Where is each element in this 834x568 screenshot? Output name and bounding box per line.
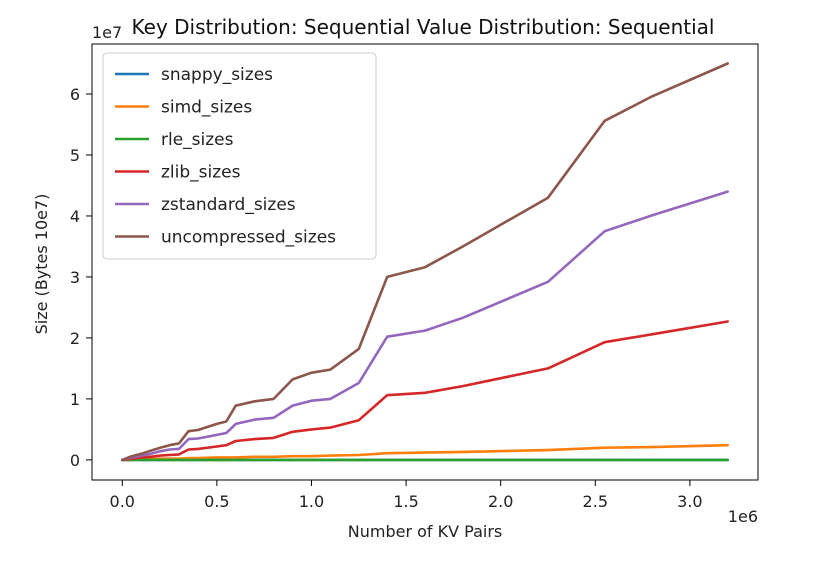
- legend-entry: zlib_sizes: [161, 163, 241, 183]
- legend: snappy_sizes simd_sizes rle_sizes zlib_size…: [102, 52, 377, 260]
- legend-entry: uncompressed_sizes: [161, 228, 336, 248]
- x-tick-label: 2.5: [583, 492, 608, 511]
- legend-entry: simd_sizes: [161, 98, 252, 118]
- x-tick-label: 3.0: [677, 492, 702, 511]
- series-line-zlib-sizes: [121, 320, 730, 462]
- x-tick-label: 0.0: [110, 492, 135, 511]
- y-tick-label: 3: [70, 268, 80, 287]
- legend-box: [102, 52, 377, 260]
- x-axis-multiplier: 1e6: [728, 507, 758, 526]
- x-tick-label: 1.5: [393, 492, 418, 511]
- x-tick-label: 1.0: [299, 492, 324, 511]
- series-line-uncompressed-sizes: [121, 62, 730, 462]
- y-tick-label: 1: [70, 390, 80, 409]
- legend-entry: snappy_sizes: [161, 65, 273, 85]
- y-tick-label: 5: [70, 146, 80, 165]
- y-tick-label: 0: [70, 451, 80, 470]
- y-tick-label: 6: [70, 85, 80, 104]
- x-tick-label: 0.5: [204, 492, 229, 511]
- y-tick-label: 4: [70, 207, 80, 226]
- legend-entry: rle_sizes: [161, 130, 234, 150]
- legend-entry: zstandard_sizes: [161, 195, 296, 215]
- plot-frame: [91, 43, 759, 481]
- x-axis-label: Number of KV Pairs: [348, 522, 502, 541]
- chart-title: Key Distribution: Sequential Value Distr…: [132, 15, 715, 39]
- x-axis: 0.0 0.5 1.0 1.5 2.0 2.5 3.0: [110, 480, 703, 511]
- series-line-zstandard-sizes: [121, 190, 730, 462]
- plot-lines: [121, 62, 730, 462]
- y-axis-multiplier: 1e7: [92, 23, 122, 42]
- y-axis: 0 1 2 3 4 5 6: [70, 85, 92, 470]
- y-axis-label: Size (Bytes 10e7): [32, 194, 51, 335]
- y-tick-label: 2: [70, 329, 80, 348]
- x-tick-label: 2.0: [488, 492, 513, 511]
